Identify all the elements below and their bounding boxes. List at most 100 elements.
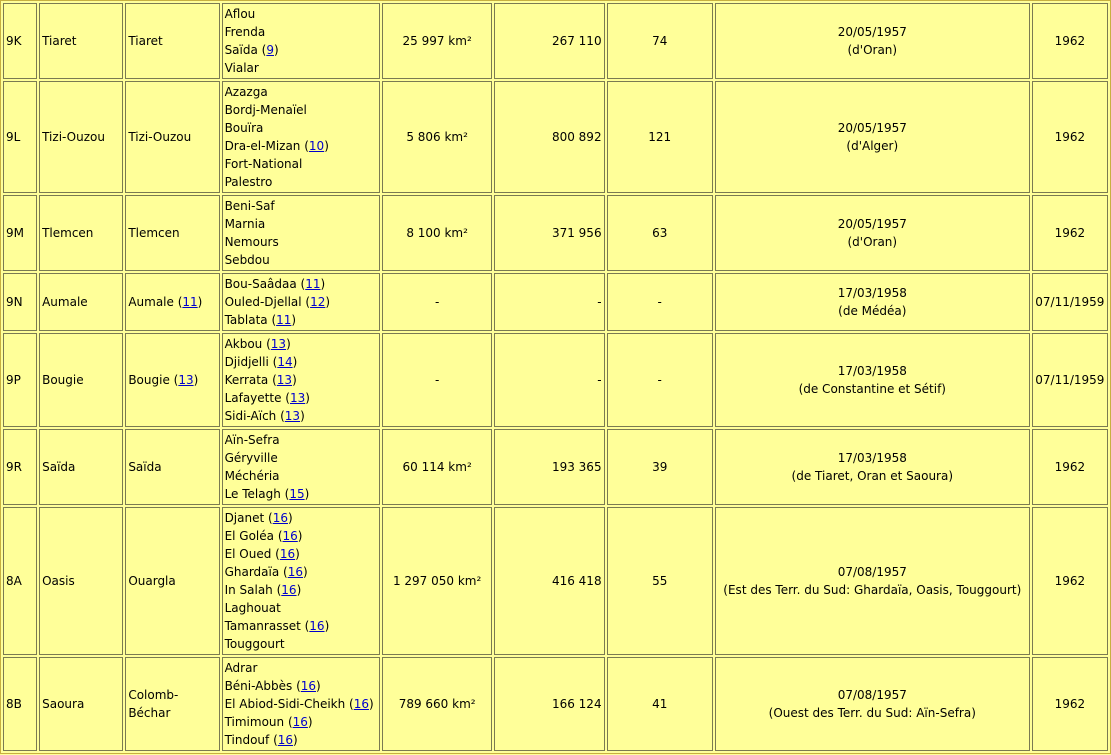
population: 800 892 — [494, 81, 605, 193]
subprefecture: Frenda — [225, 23, 377, 41]
footnote-link[interactable]: 10 — [308, 139, 325, 153]
creation-origin: (d'Alger) — [846, 139, 899, 153]
area: 789 660 km² — [381, 657, 493, 751]
footnote-link[interactable]: 11 — [182, 295, 198, 309]
place-name: Tablata — [224, 313, 268, 327]
communes-count: 74 — [606, 3, 713, 79]
department-name: Aumale — [39, 273, 124, 331]
place-name: Vialar — [224, 61, 259, 75]
place-name: Djidjelli — [224, 355, 269, 369]
creation-date: 07/08/1957 — [837, 688, 907, 702]
creation: 17/03/1958 (de Tiaret, Oran et Saoura) — [714, 429, 1030, 505]
subprefecture: Ouled-Djellal (12) — [224, 295, 331, 309]
department-name: Tizi-Ouzou — [39, 81, 124, 193]
footnote-link[interactable]: 13 — [284, 409, 301, 423]
place-name: Tamanrasset — [224, 619, 301, 633]
place-name: Dra-el-Mizan — [224, 139, 301, 153]
place-name: Ouargla — [128, 574, 176, 588]
department-name: Saïda — [39, 429, 124, 505]
subprefecture: Adrar — [225, 659, 377, 677]
creation-origin: (de Tiaret, Oran et Saoura) — [791, 469, 954, 483]
footnote-link[interactable]: 16 — [277, 733, 294, 747]
subprefecture: Bou-Saâdaa (11) — [224, 277, 326, 291]
subprefecture: Beni-Saf — [225, 197, 377, 215]
department-code: 9P — [3, 333, 38, 427]
footnote-link[interactable]: 13 — [270, 337, 287, 351]
subprefecture: Dra-el-Mizan (10) — [224, 139, 329, 153]
subprefecture: Touggourt — [225, 635, 377, 653]
table-row: 9P Bougie Bougie (13) Akbou (13) Djidjelli (… — [3, 333, 1108, 427]
creation-date: 17/03/1958 — [837, 286, 907, 300]
footnote-link[interactable]: 12 — [310, 295, 326, 309]
table-row: 9N Aumale Aumale (11) Bou-Saâdaa (11) Ouled-… — [3, 273, 1108, 331]
place-name: Beni-Saf — [224, 199, 275, 213]
subprefectures: Adrar Béni-Abbès (16) El Abiod-Sidi-Cheikh… — [221, 657, 380, 751]
creation-origin: (Ouest des Terr. du Sud: Aïn-Sefra) — [768, 706, 976, 720]
footnote-link[interactable]: 16 — [300, 679, 317, 693]
footnote-link[interactable]: 14 — [277, 355, 293, 369]
subprefecture: Bouïra — [225, 119, 377, 137]
end-date: 1962 — [1031, 429, 1108, 505]
creation-origin: (d'Oran) — [847, 235, 898, 249]
footnote-link[interactable]: 13 — [289, 391, 306, 405]
footnote-link[interactable]: 16 — [272, 511, 288, 525]
table-row: 8B Saoura Colomb-Béchar Adrar Béni-Abbès (16… — [3, 657, 1108, 751]
communes-count: - — [606, 333, 713, 427]
place-name: Ghardaïa — [224, 565, 280, 579]
subprefecture: Sidi-Aïch (13) — [224, 409, 305, 423]
place-name: Ouled-Djellal — [224, 295, 302, 309]
footnote-link[interactable]: 16 — [279, 547, 296, 561]
place-name: Timimoun — [224, 715, 285, 729]
department-code: 9L — [3, 81, 38, 193]
department-code: 9R — [3, 429, 38, 505]
capital: Colomb-Béchar — [125, 657, 220, 751]
footnote-link[interactable]: 13 — [276, 373, 293, 387]
place-name: Géryville — [224, 451, 278, 465]
department-name: Saoura — [39, 657, 124, 751]
subprefecture: Timimoun (16) — [224, 715, 313, 729]
table-row: 9R Saïda Saïda Aïn-Sefra Géryville Méchéria Le… — [3, 429, 1108, 505]
place-name: Nemours — [224, 235, 279, 249]
subprefecture: El Abiod-Sidi-Cheikh (16) — [224, 697, 374, 711]
department-code: 9M — [3, 195, 38, 271]
footnote-link[interactable]: 16 — [287, 565, 303, 579]
footnote-link[interactable]: 13 — [178, 373, 194, 387]
communes-count: - — [606, 273, 713, 331]
place-name: El Goléa — [224, 529, 275, 543]
footnote-link[interactable]: 16 — [309, 619, 325, 633]
subprefecture: Tindouf (16) — [224, 733, 298, 747]
communes-count: 55 — [606, 507, 713, 655]
footnote-link[interactable]: 16 — [282, 529, 298, 543]
footnote-link[interactable]: 9 — [266, 43, 274, 57]
subprefecture: Bordj-Menaïel — [225, 101, 377, 119]
creation-date: 17/03/1958 — [837, 364, 907, 378]
area: 60 114 km² — [381, 429, 493, 505]
creation-date: 20/05/1957 — [837, 217, 907, 231]
footnote-link[interactable]: 16 — [281, 583, 297, 597]
subprefecture: Kerrata (13) — [224, 373, 297, 387]
subprefecture: Aïn-Sefra — [225, 431, 377, 449]
subprefectures: Djanet (16) El Goléa (16) El Oued (16) Ghar… — [221, 507, 380, 655]
subprefecture: Djanet (16) — [224, 511, 293, 525]
subprefecture: Méchéria — [225, 467, 377, 485]
footnote-link[interactable]: 16 — [292, 715, 308, 729]
creation-origin: (de Médéa) — [838, 304, 907, 318]
communes-count: 41 — [606, 657, 713, 751]
subprefectures: Bou-Saâdaa (11) Ouled-Djellal (12) Tablata… — [221, 273, 380, 331]
footnote-link[interactable]: 11 — [305, 277, 321, 291]
place-name: Saïda — [224, 43, 258, 57]
creation: 20/05/1957 (d'Oran) — [714, 195, 1030, 271]
end-date: 1962 — [1031, 81, 1108, 193]
communes-count: 63 — [606, 195, 713, 271]
footnote-link[interactable]: 15 — [289, 487, 305, 501]
capital: Aumale (11) — [125, 273, 220, 331]
footnote-link[interactable]: 11 — [276, 313, 292, 327]
footnote-link[interactable]: 16 — [353, 697, 370, 711]
department-name: Tiaret — [39, 3, 124, 79]
creation: 07/08/1957 (Ouest des Terr. du Sud: Aïn-S… — [714, 657, 1030, 751]
population: 267 110 — [494, 3, 605, 79]
table-row: 8A Oasis Ouargla Djanet (16) El Goléa (16) El… — [3, 507, 1108, 655]
subprefectures: Akbou (13) Djidjelli (14) Kerrata (13) Lafa… — [221, 333, 380, 427]
creation-date: 20/05/1957 — [837, 25, 907, 39]
